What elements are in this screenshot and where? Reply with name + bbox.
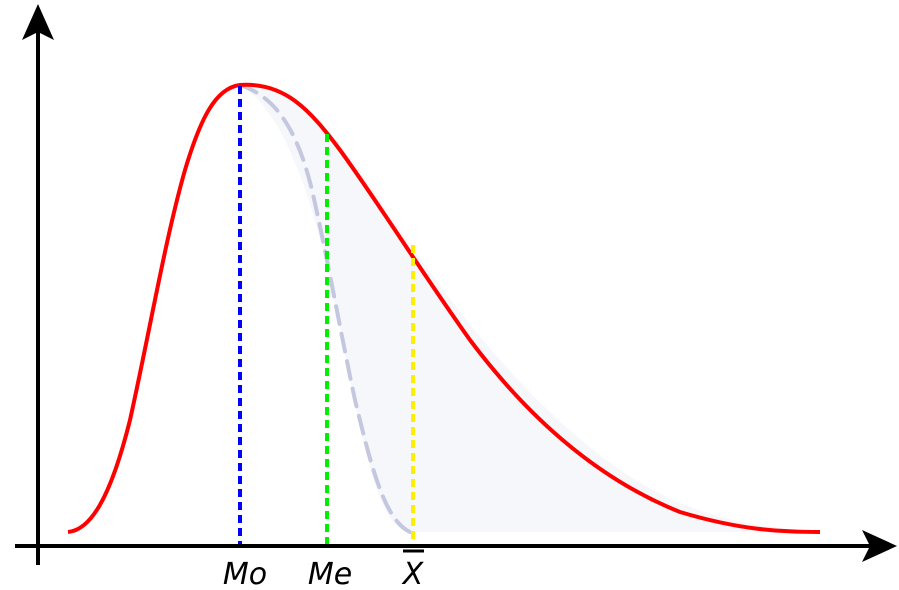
shaded-area	[240, 85, 820, 532]
mode-label: Mo	[223, 557, 267, 590]
median-label: Me	[308, 557, 352, 590]
reflected-curve	[238, 83, 412, 534]
x-axis-arrowhead	[862, 530, 897, 562]
distribution-curve	[67, 82, 821, 534]
mean-label: X	[401, 557, 425, 590]
y-axis-arrowhead	[22, 4, 54, 40]
